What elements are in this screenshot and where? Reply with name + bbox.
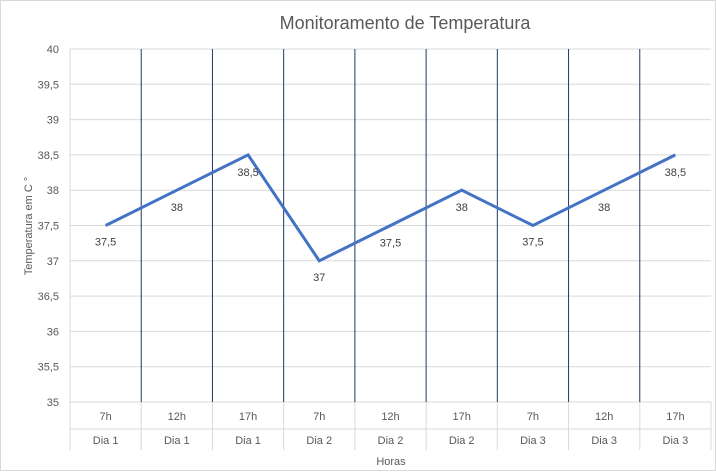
x-tick-hour-label: 17h — [453, 411, 471, 423]
y-tick-label: 38 — [47, 185, 59, 197]
y-tick-label: 35,5 — [38, 362, 59, 374]
x-tick-hour-label: 7h — [527, 411, 539, 423]
series-line — [104, 152, 677, 263]
x-tick-hour-label: 17h — [666, 411, 684, 423]
data-label: 37,5 — [380, 238, 401, 250]
y-tick-label: 36 — [47, 326, 59, 338]
x-tick-day-label: Dia 2 — [449, 435, 475, 447]
data-label: 37 — [313, 272, 325, 284]
data-label: 37,5 — [95, 237, 116, 249]
y-tick-label: 37 — [47, 256, 59, 268]
y-tick-label: 37,5 — [38, 221, 59, 233]
x-tick-day-label: Dia 2 — [378, 435, 404, 447]
x-tick-hour-label: 7h — [313, 411, 325, 423]
x-tick-hour-label: 7h — [99, 411, 111, 423]
axis-layer: 35 35,5 36 36,5 37 37,5 38 38,5 39 39,5 40 7h Dia 1 1… — [38, 44, 712, 450]
x-tick-day-label: Dia 1 — [93, 435, 119, 447]
series-layer — [104, 152, 677, 263]
y-tick-label: 38,5 — [38, 150, 59, 162]
x-tick-hour-label: 17h — [239, 411, 257, 423]
y-tick-label: 40 — [47, 44, 59, 56]
x-tick-day-label: Dia 3 — [591, 435, 617, 447]
x-tick-hour-label: 12h — [381, 411, 399, 423]
data-label: 38,5 — [237, 167, 258, 179]
data-label-layer: 37,5 38 38,5 37 37,5 38 37,5 38 38,5 — [95, 167, 686, 284]
chart-title: Monitoramento de Temperatura — [280, 13, 532, 33]
x-tick-hour-label: 12h — [168, 411, 186, 423]
data-label: 38 — [598, 202, 610, 214]
data-label: 37,5 — [522, 237, 543, 249]
data-label: 38,5 — [665, 167, 686, 179]
y-tick-label: 35 — [47, 397, 59, 409]
x-tick-day-label: Dia 2 — [306, 435, 332, 447]
x-tick-day-label: Dia 1 — [235, 435, 261, 447]
y-tick-label: 36,5 — [38, 291, 59, 303]
y-tick-label: 39 — [47, 115, 59, 127]
x-tick-day-label: Dia 1 — [164, 435, 190, 447]
x-tick-day-label: Dia 3 — [663, 435, 689, 447]
y-tick-label: 39,5 — [38, 79, 59, 91]
data-label: 38 — [456, 202, 468, 214]
data-label: 38 — [171, 202, 183, 214]
x-tick-day-label: Dia 3 — [520, 435, 546, 447]
y-axis-title: Temperatura em C ° — [23, 177, 35, 276]
x-axis-title: Horas — [376, 456, 406, 468]
x-tick-hour-label: 12h — [595, 411, 613, 423]
